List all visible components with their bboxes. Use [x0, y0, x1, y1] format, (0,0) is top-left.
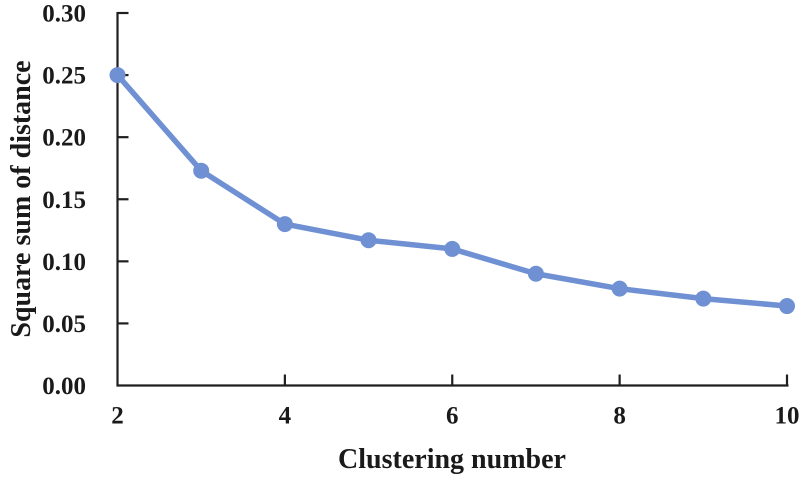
data-point [611, 280, 628, 297]
data-point [360, 232, 377, 249]
y-axis-title: Square sum of distance [6, 60, 37, 337]
y-tick-label: 0.15 [42, 187, 86, 214]
y-axis: 0.00 0.05 0.10 0.15 0.20 0.25 0.30 [42, 1, 129, 401]
data-point [695, 290, 712, 307]
x-axis-title: Clustering number [338, 444, 566, 475]
y-axis-tick-labels: 0.00 0.05 0.10 0.15 0.20 0.25 0.30 [42, 1, 86, 401]
data-series [109, 67, 795, 315]
data-point [193, 162, 210, 179]
data-point [527, 265, 544, 282]
x-tick-label: 2 [111, 403, 124, 430]
y-tick-label: 0.00 [42, 373, 86, 400]
data-point [779, 298, 795, 315]
x-axis: 2 4 6 8 10 [111, 374, 800, 430]
data-point [109, 67, 126, 84]
y-tick-label: 0.25 [42, 63, 86, 90]
data-point [444, 240, 461, 257]
data-point [276, 216, 293, 233]
x-axis-tick-labels: 2 4 6 8 10 [111, 403, 799, 430]
y-tick-label: 0.30 [42, 1, 86, 28]
x-tick-label: 6 [446, 403, 459, 430]
y-tick-label: 0.20 [42, 125, 86, 152]
data-point-markers [109, 67, 795, 315]
y-tick-label: 0.10 [42, 249, 86, 276]
x-tick-label: 8 [613, 403, 626, 430]
y-tick-label: 0.05 [42, 311, 86, 338]
x-tick-label: 10 [775, 403, 800, 430]
x-tick-label: 4 [279, 403, 292, 430]
y-axis-ticks [117, 11, 129, 325]
x-axis-ticks [283, 374, 789, 386]
data-series-line [114, 72, 790, 309]
